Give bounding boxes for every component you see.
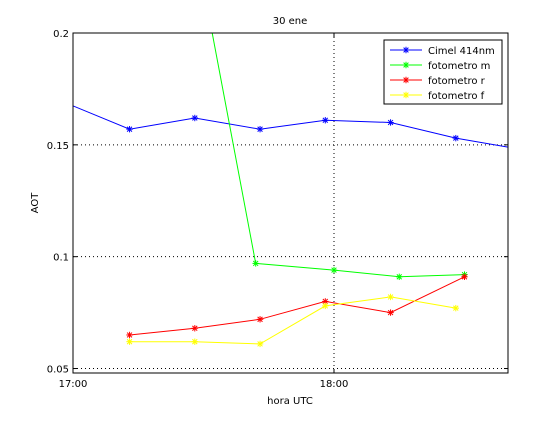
y-tick-label: 0.1 [53,253,69,264]
legend: Cimel 414nm fotometro m fotometro r fotomet… [383,39,503,105]
legend-label: fotometro r [428,76,486,87]
data-point-fotometro-r [461,273,468,281]
series-line-fotometro-r [129,276,465,336]
x-tick-label: 18:00 [320,379,349,390]
data-point-fotometro-m [330,266,338,274]
y-tick-label: 0.05 [47,365,69,376]
data-point-fotometro-f [322,302,329,310]
series-line-cimel-414nm [73,105,508,148]
data-point-fotometro-f [256,340,264,348]
series-layer [73,33,508,348]
legend-marker [402,91,410,99]
data-point-cimel-414nm [387,119,394,126]
data-point-fotometro-r [191,325,198,332]
tick-layer: 0.05 0.1 0.15 0.2 17:00 18:00 [47,29,508,390]
series-line-fotometro-f [129,296,456,345]
legend-marker [402,61,410,69]
data-point-fotometro-f [191,338,198,345]
data-point-cimel-414nm [126,125,133,133]
data-point-fotometro-f [126,338,133,345]
y-axis-label: AOT [30,192,41,214]
legend-marker [402,46,410,54]
chart-title: 30 ene [273,16,308,27]
y-tick-label: 0.15 [47,141,69,152]
data-point-fotometro-r [126,331,133,339]
data-point-cimel-414nm [322,117,329,124]
data-point-fotometro-m [396,273,403,281]
x-axis-label: hora UTC [267,396,313,407]
y-tick-label: 0.2 [53,29,69,40]
data-point-fotometro-f [387,293,394,301]
x-tick-label: 17:00 [59,379,88,390]
legend-label: fotometro m [428,61,490,72]
data-point-cimel-414nm [452,134,459,142]
plot-frame [72,32,509,374]
legend-label: Cimel 414nm [428,46,495,57]
data-point-fotometro-f [452,304,459,312]
legend-label: fotometro f [428,91,485,102]
data-point-cimel-414nm [191,114,198,122]
legend-marker [402,76,410,84]
data-point-fotometro-r [387,309,394,316]
data-point-fotometro-m [252,260,259,267]
data-point-cimel-414nm [256,125,264,133]
data-point-fotometro-r [256,316,264,323]
